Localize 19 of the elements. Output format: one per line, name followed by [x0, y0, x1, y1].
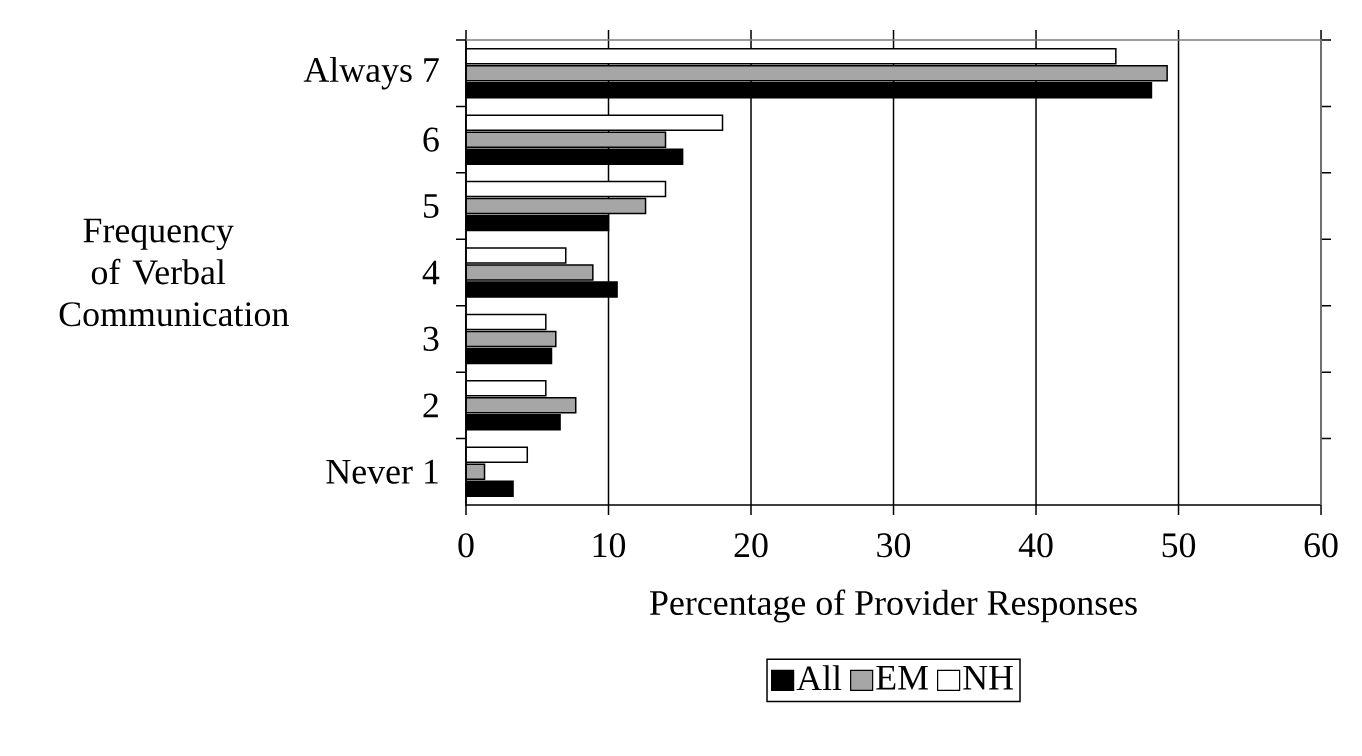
legend-label: EM [876, 665, 928, 690]
y-axis-title: Frequency of Verbal Communication [59, 218, 289, 327]
x-axis-title: Percentage of Provider Responses [650, 589, 1137, 623]
legend-label: All [796, 665, 842, 691]
x-tick-label: 10 [593, 533, 626, 558]
y-tick-label: 6 [423, 127, 439, 152]
y-tick-label: Always 7 [303, 56, 439, 90]
x-tick-label: 60 [1304, 533, 1338, 558]
legend-label: NH [963, 665, 1013, 690]
y-tick-label: 2 [423, 393, 438, 418]
y-tick-label: 3 [423, 326, 439, 351]
x-tick-label: 40 [1018, 533, 1053, 558]
x-tick-label: 0 [458, 533, 474, 558]
x-tick-label: 30 [877, 533, 911, 558]
y-tick-label: 5 [424, 194, 439, 218]
y-tick-label: 4 [422, 260, 440, 285]
x-tick-label: 50 [1162, 533, 1196, 558]
x-tick-label: 20 [734, 533, 768, 558]
y-tick-label: Never 1 [326, 459, 438, 484]
